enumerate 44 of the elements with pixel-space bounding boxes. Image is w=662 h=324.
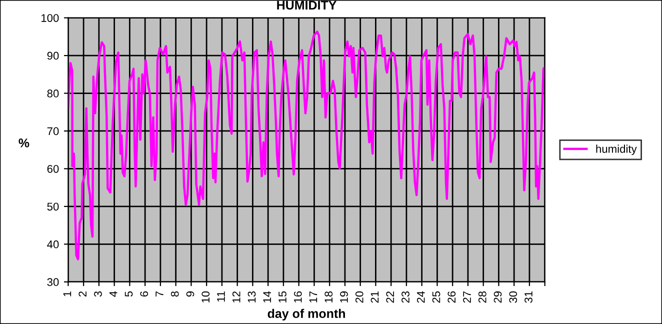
y-tick-label: 50: [47, 202, 59, 211]
x-tick-label: 6: [140, 291, 148, 297]
x-tick-label: 17: [309, 291, 318, 302]
y-axis-title: %: [18, 138, 30, 148]
x-tick-label: 28: [478, 291, 486, 303]
x-tick-label: 29: [494, 291, 502, 303]
x-tick-label: 27: [463, 291, 471, 303]
x-tick-label: 3: [94, 291, 102, 297]
x-tick-label: 4: [110, 291, 118, 297]
x-tick-label: 7: [156, 291, 164, 297]
x-tick-label: 18: [324, 291, 333, 302]
legend-label: humidity: [596, 144, 637, 156]
x-tick-label: 31: [524, 291, 532, 303]
line-series: [68, 30, 545, 260]
y-tick-label: 30: [47, 278, 59, 286]
chart-title: HUMIDITY: [277, 0, 337, 10]
x-tick-label: 5: [124, 291, 133, 297]
x-tick-label: 13: [248, 291, 256, 302]
x-tick-label: 1: [63, 291, 72, 296]
x-tick-label: 30: [509, 291, 518, 303]
x-tick-label: 9: [186, 291, 194, 297]
x-tick-label: 15: [278, 291, 286, 302]
x-tick-label: 26: [448, 291, 456, 303]
x-tick-label: 14: [263, 291, 271, 302]
y-tick-label: 60: [47, 164, 59, 173]
x-tick-label: 16: [294, 291, 302, 302]
x-tick-label: 10: [202, 291, 210, 302]
x-tick-label: 24: [416, 291, 425, 303]
y-tick-label: 70: [47, 127, 59, 136]
x-tick-label: 20: [355, 291, 364, 303]
x-axis-title: day of month: [268, 308, 345, 320]
x-tick-label: 8: [170, 291, 179, 297]
x-tick-label: 25: [432, 291, 440, 303]
x-tick-label: 12: [232, 291, 240, 302]
y-tick-label: 90: [47, 52, 59, 60]
y-tick-label: 40: [47, 240, 59, 248]
y-tick-label: 100: [41, 14, 59, 22]
x-tick-label: 2: [78, 291, 86, 297]
x-tick-label: 23: [402, 291, 410, 303]
x-tick-label: 19: [340, 291, 348, 302]
x-tick-label: 21: [370, 291, 379, 303]
x-tick-label: 11: [217, 291, 225, 302]
y-tick-label: 80: [47, 90, 59, 98]
x-tick-label: 22: [386, 291, 394, 303]
